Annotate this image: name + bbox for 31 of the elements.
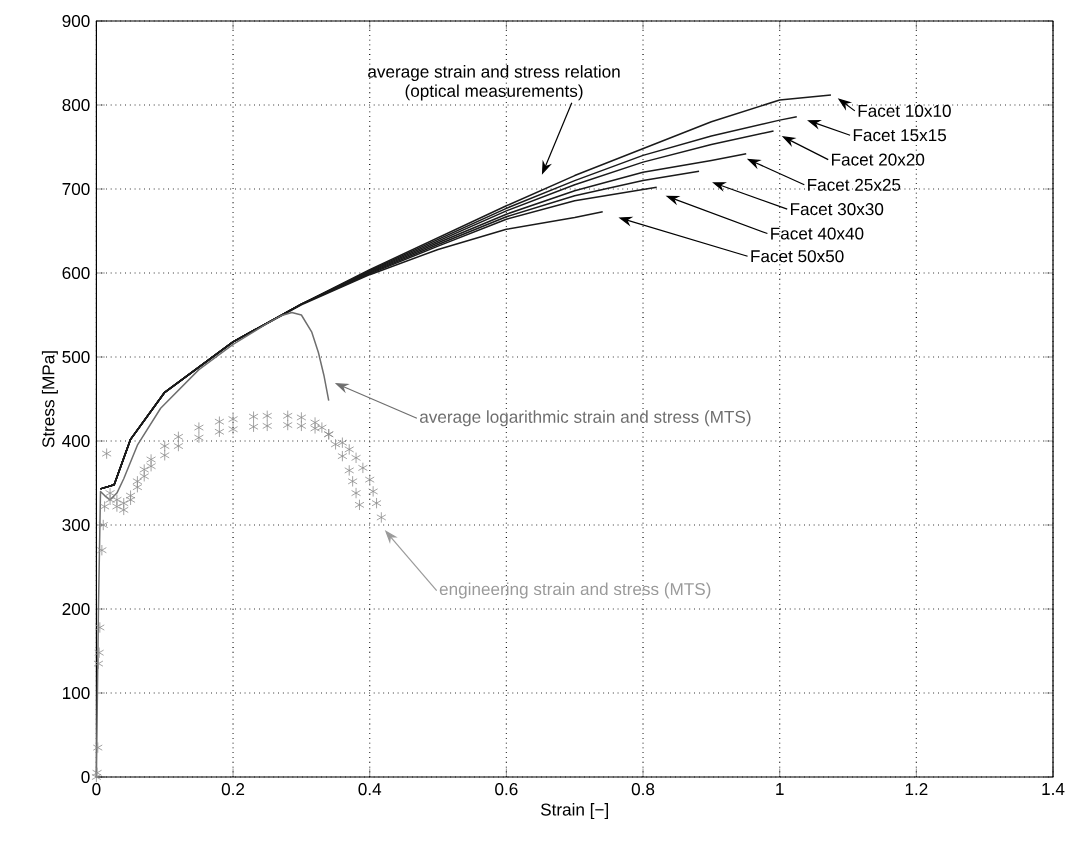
x-tick-label: 1.4: [1042, 783, 1065, 795]
annotation: average strain and stress relation: [368, 65, 620, 82]
annotation: Facet 15x15: [853, 129, 947, 142]
annotation: engineering strain and stress (MTS): [439, 582, 711, 599]
annotation: Facet 10x10: [858, 104, 951, 117]
y-tick-label: 300: [62, 518, 90, 532]
y-tick-label: 600: [62, 266, 90, 280]
annotation: average logarithmic strain and stress (MTS): [419, 410, 751, 427]
x-tick-label: 1: [776, 783, 784, 795]
annotation: Facet 20x20: [832, 153, 925, 166]
y-tick-label: 800: [62, 98, 90, 112]
annotation: Facet 50x50: [751, 250, 844, 263]
annotation: Facet 25x25: [808, 178, 901, 191]
x-tick-label: 1.2: [905, 783, 928, 796]
y-tick-label: 400: [62, 434, 90, 448]
y-tick-label: 900: [62, 14, 90, 28]
y-tick-label: 700: [62, 182, 90, 196]
x-tick-label: 0.4: [358, 783, 382, 796]
y-tick-label: 100: [63, 686, 90, 700]
x-axis-title: Strain [−]: [540, 803, 608, 820]
x-tick-label: 0: [92, 783, 101, 796]
y-tick-label: 500: [62, 350, 90, 364]
annotation: (optical measurements): [405, 84, 583, 101]
annotation: Facet 40x40: [771, 227, 864, 240]
x-tick-label: 0.6: [495, 783, 518, 796]
y-axis-title: Stress [MPa]: [41, 351, 58, 448]
y-tick-label: 200: [62, 602, 90, 616]
y-tick-label: 0: [81, 770, 90, 784]
x-tick-label: 0.8: [631, 783, 655, 796]
annotation: Facet 30x30: [791, 203, 884, 216]
x-tick-label: 0.2: [221, 783, 245, 796]
